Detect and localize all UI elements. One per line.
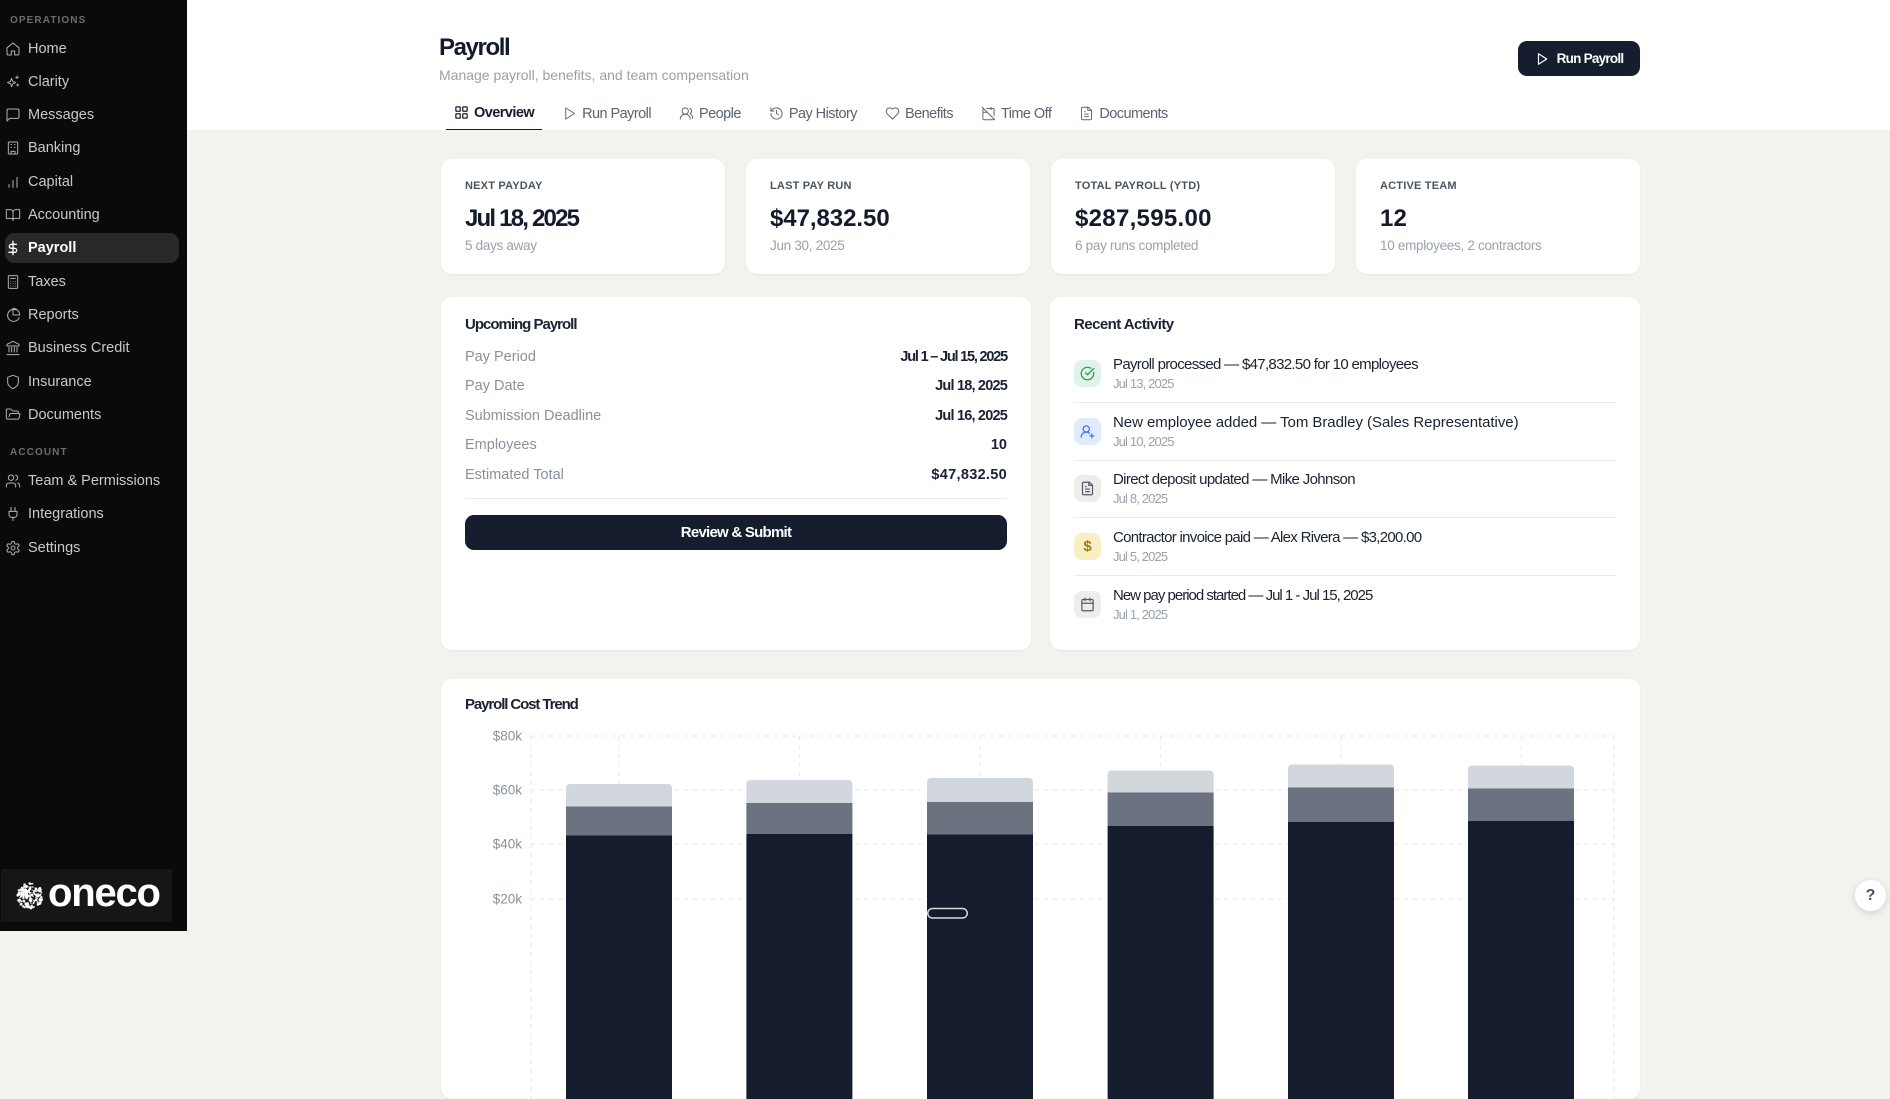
svg-text:$60k: $60k — [493, 783, 523, 798]
svg-text:$80k: $80k — [493, 729, 523, 744]
svg-text:$40k: $40k — [493, 837, 523, 852]
svg-text:$20k: $20k — [493, 892, 523, 907]
